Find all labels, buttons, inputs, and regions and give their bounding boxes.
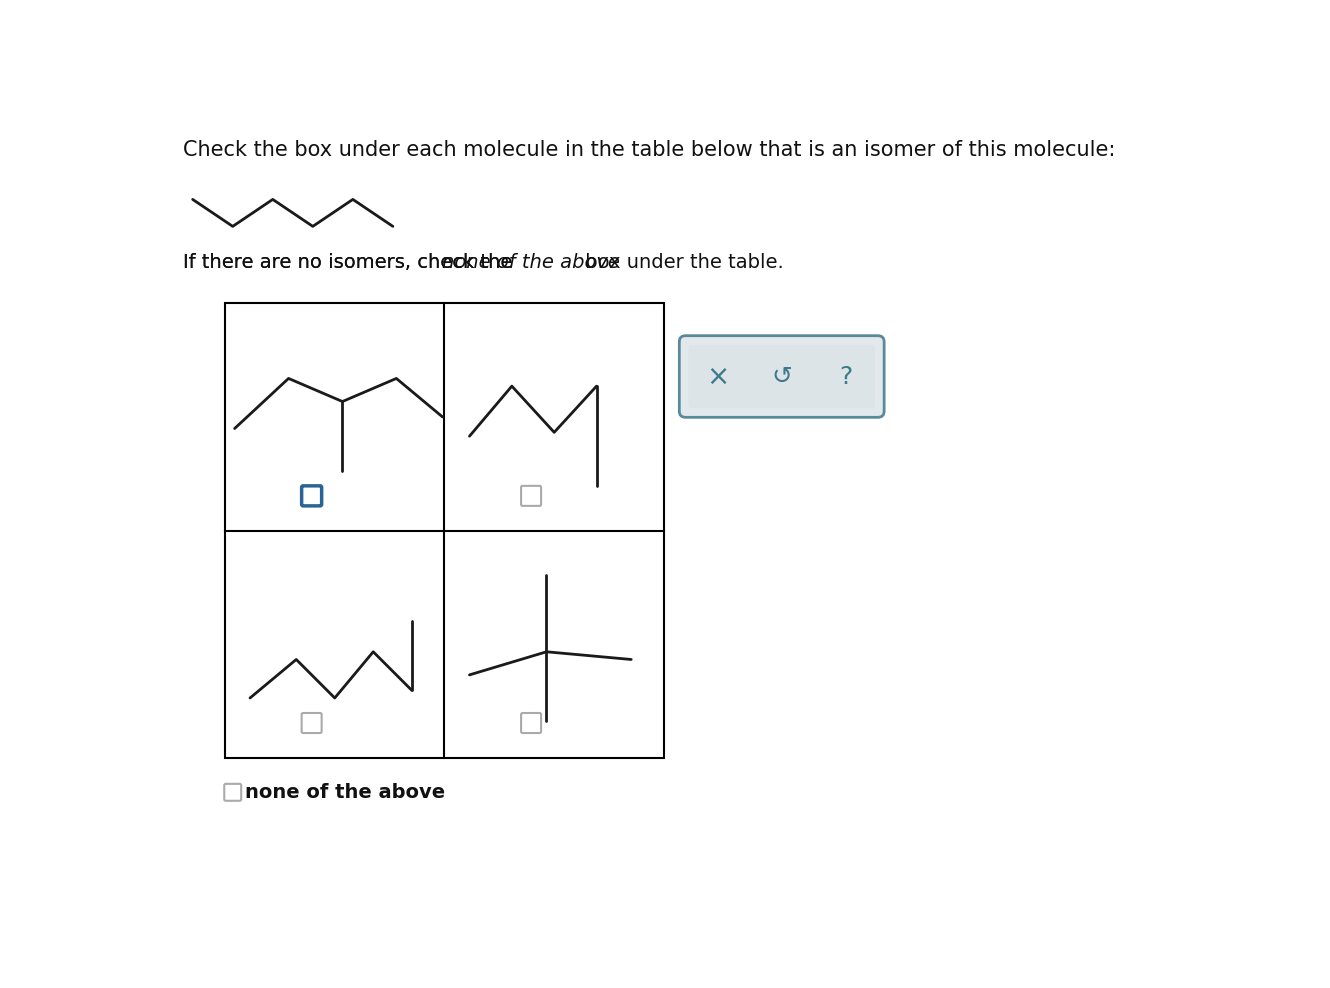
FancyBboxPatch shape <box>680 336 884 417</box>
FancyBboxPatch shape <box>302 713 322 733</box>
Text: ×: × <box>706 363 729 390</box>
Text: box under the table.: box under the table. <box>579 253 783 273</box>
Bar <box>225 303 664 758</box>
Text: ↺: ↺ <box>771 365 793 388</box>
FancyBboxPatch shape <box>225 783 241 801</box>
FancyBboxPatch shape <box>689 345 875 408</box>
Text: ?: ? <box>839 365 853 388</box>
FancyBboxPatch shape <box>521 713 541 733</box>
Text: Check the box under each molecule in the table below that is an isomer of this m: Check the box under each molecule in the… <box>184 140 1116 160</box>
FancyBboxPatch shape <box>521 486 541 506</box>
Text: none of the above: none of the above <box>442 253 620 273</box>
Text: none of the above: none of the above <box>245 782 446 802</box>
Text: If there are no isomers, check the: If there are no isomers, check the <box>184 253 519 273</box>
Text: If there are no isomers, check the: If there are no isomers, check the <box>184 253 519 273</box>
FancyBboxPatch shape <box>302 486 322 506</box>
